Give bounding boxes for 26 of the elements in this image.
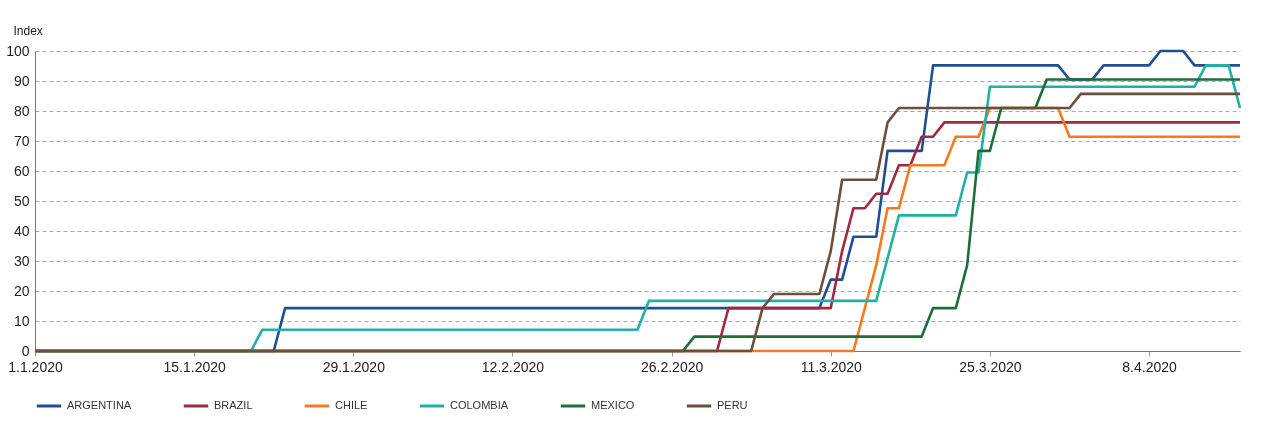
legend-label: ARGENTINA: [67, 399, 132, 411]
x-tick-label: 11.3.2020: [800, 358, 863, 375]
y-tick-label: 70: [13, 132, 30, 149]
x-tick-label: 12.2.2020: [481, 358, 545, 375]
legend-label: PERU: [717, 399, 748, 411]
legend-label: BRAZIL: [214, 399, 253, 411]
y-tick-label: 100: [6, 42, 30, 59]
legend-label: MEXICO: [591, 399, 635, 411]
y-tick-label: 90: [13, 72, 30, 89]
y-tick-label: 80: [13, 102, 30, 119]
y-tick-label: 20: [13, 282, 30, 299]
y-tick-label: 50: [13, 192, 30, 209]
x-tick-label: 26.2.2020: [640, 358, 704, 375]
y-tick-label: 40: [13, 222, 30, 239]
legend-label: CHILE: [335, 399, 368, 411]
x-tick-label: 15.1.2020: [163, 358, 226, 375]
x-tick-label: 29.1.2020: [322, 358, 386, 375]
x-tick-label: 8.4.2020: [1122, 358, 1178, 375]
y-tick-label: 0: [21, 342, 30, 359]
x-tick-label: 25.3.2020: [959, 358, 1022, 375]
y-tick-label: 10: [13, 312, 30, 329]
y-tick-label: 30: [13, 252, 30, 269]
y-tick-label: 60: [13, 162, 30, 179]
x-tick-label: 1.1.2020: [8, 358, 63, 375]
legend-label: COLOMBIA: [450, 399, 509, 411]
y-axis-title: Index: [13, 23, 43, 38]
